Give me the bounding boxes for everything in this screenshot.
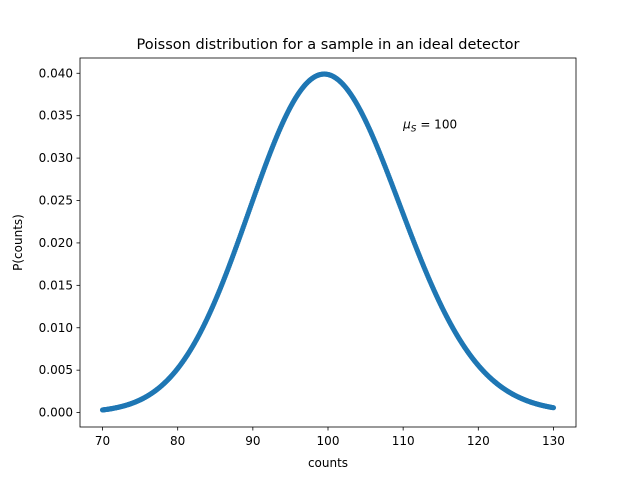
y-tick-label: 0.005 (39, 363, 73, 377)
y-axis-label: P(counts) (11, 214, 25, 271)
mean-annotation: μS = 100 (402, 117, 457, 134)
mean-annotation-subscript: S (411, 124, 417, 134)
x-axis-ticks: 70 80 90 100 110 120 130 (95, 427, 565, 448)
y-tick-label: 0.020 (39, 236, 73, 250)
x-tick-label: 80 (170, 434, 185, 448)
x-axis-label: counts (308, 456, 348, 470)
y-tick-label: 0.025 (39, 194, 73, 208)
y-axis-ticks: 0.000 0.005 0.010 0.015 0.020 0.025 0.030 0.035… (39, 66, 80, 420)
mean-annotation-value: = 100 (417, 117, 458, 131)
mean-annotation-symbol: μ (402, 117, 411, 131)
x-tick-label: 120 (467, 434, 490, 448)
x-tick-label: 100 (317, 434, 340, 448)
y-tick-label: 0.000 (39, 406, 73, 420)
x-tick-label: 70 (95, 434, 110, 448)
data-point (550, 405, 557, 411)
x-tick-label: 110 (392, 434, 415, 448)
y-tick-label: 0.015 (39, 278, 73, 292)
series-layer (99, 71, 557, 413)
y-tick-label: 0.040 (39, 66, 73, 80)
y-tick-label: 0.010 (39, 321, 73, 335)
y-tick-label: 0.030 (39, 151, 73, 165)
chart-title: Poisson distribution for a sample in an … (137, 37, 520, 53)
x-tick-label: 90 (245, 434, 260, 448)
y-tick-label: 0.035 (39, 109, 73, 123)
x-tick-label: 130 (542, 434, 565, 448)
